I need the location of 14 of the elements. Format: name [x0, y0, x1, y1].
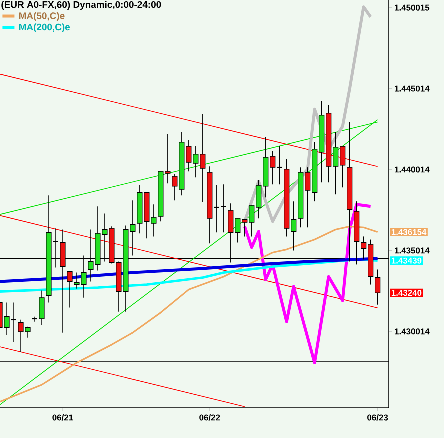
annotation: 1.436154	[392, 229, 427, 236]
y-tick-label: 1.440014	[395, 166, 430, 173]
annotation: 1.43240	[392, 290, 422, 296]
y-tick-label: 1.435014	[395, 248, 430, 254]
x-tick-label: 06/22	[200, 414, 220, 421]
y-tick-label: 1.430014	[395, 328, 430, 335]
x-tick-label: 06/23	[368, 414, 388, 421]
legend-label: MA(200,C)e	[19, 24, 70, 32]
x-tick-label: 06/21	[52, 414, 74, 421]
y-tick-label: 1.445014	[395, 86, 430, 92]
y-tick-label: 1.450015	[395, 4, 430, 11]
annotation: 1.43439	[392, 258, 422, 264]
legend-label: MA(50,C)e	[19, 12, 65, 22]
chart-title: (EUR A0-FX,60) Dynamic,0:00-24:00	[2, 1, 162, 10]
